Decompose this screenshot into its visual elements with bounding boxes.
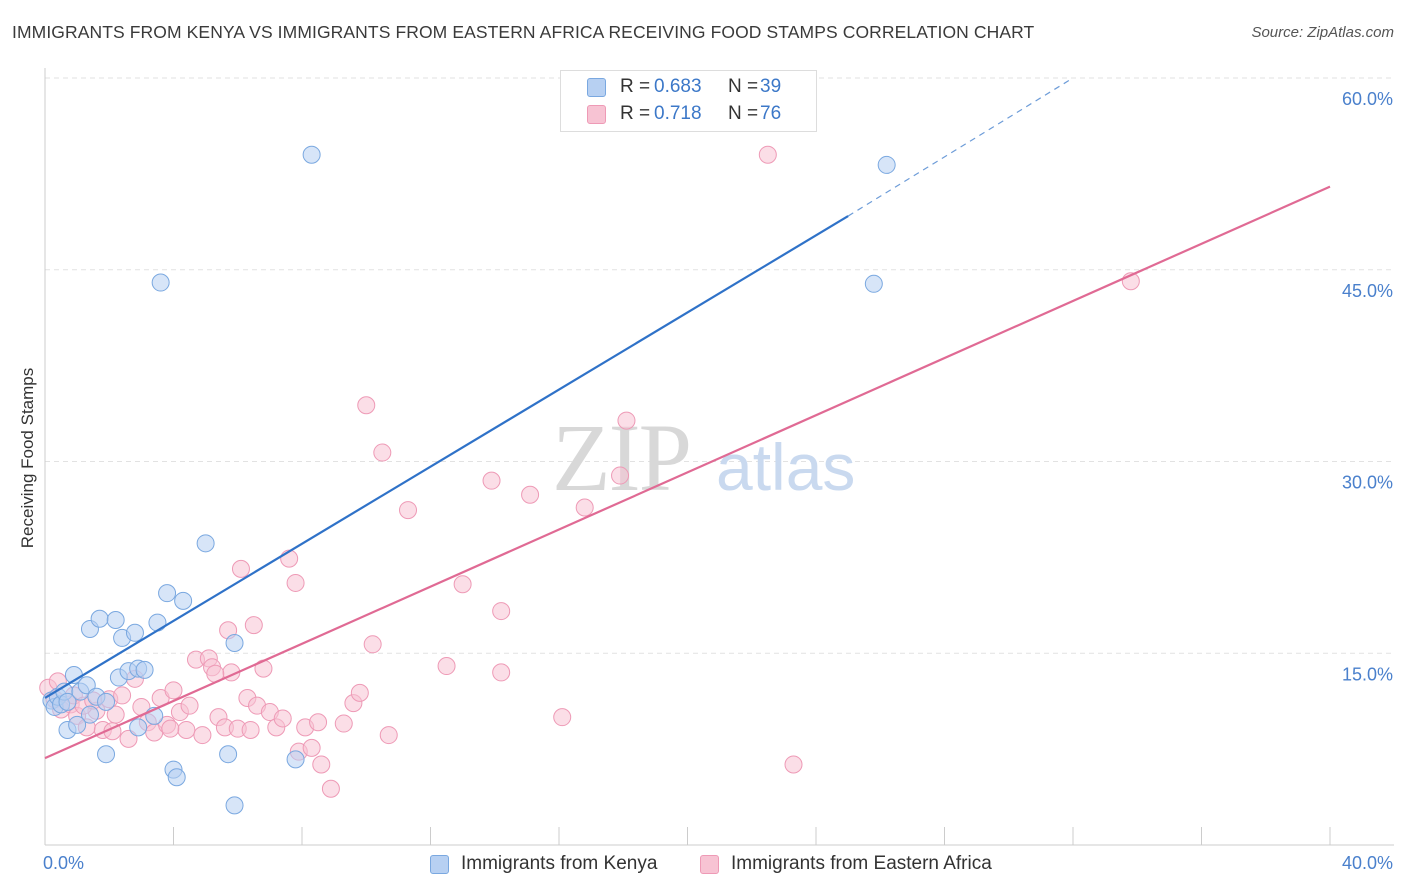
data-point-eastern [241, 720, 260, 739]
data-point-eastern [321, 779, 340, 798]
data-point-eastern [286, 573, 305, 592]
data-point-kenya [148, 613, 167, 632]
x-tick-label-max: 40.0% [1342, 853, 1393, 873]
legend-r-label: R = [620, 103, 651, 124]
y-tick-label: 45.0% [1342, 281, 1393, 301]
y-axis-label: Receiving Food Stamps [18, 367, 37, 549]
legend-n-label: N = [728, 103, 759, 124]
data-point-kenya [174, 591, 193, 610]
data-point-eastern [379, 726, 398, 745]
data-point-kenya [129, 718, 148, 737]
watermark: ZIP atlas [552, 404, 855, 511]
data-point-eastern [437, 657, 456, 676]
data-point-eastern [399, 501, 418, 520]
data-point-eastern [611, 466, 630, 485]
data-point-kenya [58, 692, 77, 711]
bottom-legend-kenya: Immigrants from Kenya [430, 852, 657, 876]
y-tick-labels: 15.0% 30.0% 45.0% 60.0% [1342, 89, 1393, 684]
legend-r-value-eastern: 0.718 [654, 103, 702, 124]
trendlines [44, 77, 1331, 760]
series-eastern-points [39, 145, 1140, 798]
data-point-eastern [231, 559, 250, 578]
data-point-kenya [302, 145, 321, 164]
data-point-eastern [617, 411, 636, 430]
data-point-eastern [784, 755, 803, 774]
stats-legend: R = 0.683 N = 39 R = 0.718 N = 76 [560, 70, 817, 132]
data-point-kenya [864, 274, 883, 293]
data-point-kenya [90, 609, 109, 628]
legend-swatch-eastern [587, 104, 606, 124]
data-point-kenya [151, 273, 170, 292]
data-point-kenya [877, 155, 896, 174]
legend-r-label: R = [620, 76, 651, 97]
source-label: Source: ZipAtlas.com [1251, 24, 1394, 41]
data-point-eastern [161, 719, 180, 738]
legend-row-eastern: R = 0.718 N = 76 [587, 102, 781, 126]
legend-n-value-kenya: 39 [760, 76, 782, 97]
legend-n-value-eastern: 76 [760, 103, 782, 124]
data-point-kenya [225, 796, 244, 815]
data-point-eastern [357, 396, 376, 415]
x-tick-label-min: 0.0% [43, 853, 84, 873]
bottom-legend-swatch-eastern [700, 854, 719, 874]
trendline-eastern [44, 185, 1331, 760]
data-point-eastern [177, 720, 196, 739]
data-point-kenya [97, 692, 116, 711]
legend-swatch-kenya [587, 77, 606, 97]
data-point-kenya [135, 660, 154, 679]
data-point-eastern [119, 729, 138, 748]
data-point-eastern [492, 602, 511, 621]
y-tick-label: 60.0% [1342, 89, 1393, 109]
chart-title: IMMIGRANTS FROM KENYA VS IMMIGRANTS FROM… [12, 22, 1035, 42]
data-point-eastern [492, 663, 511, 682]
data-point-eastern [334, 714, 353, 733]
data-point-kenya [225, 634, 244, 653]
data-point-eastern [312, 755, 331, 774]
data-point-kenya [80, 705, 99, 724]
y-tick-label: 30.0% [1342, 473, 1393, 493]
trendline-kenya [44, 215, 849, 699]
data-point-kenya [158, 584, 177, 603]
data-point-eastern [350, 683, 369, 702]
data-point-eastern [244, 616, 263, 635]
bottom-legend-label-kenya: Immigrants from Kenya [461, 853, 658, 874]
data-point-eastern [180, 696, 199, 715]
data-point-eastern [302, 738, 321, 757]
bottom-legend-label-eastern: Immigrants from Eastern Africa [731, 853, 992, 874]
data-point-kenya [68, 715, 87, 734]
data-point-kenya [167, 768, 186, 787]
watermark-atlas: atlas [716, 430, 855, 504]
data-point-eastern [193, 726, 212, 745]
data-point-eastern [575, 498, 594, 517]
data-point-eastern [363, 635, 382, 654]
data-point-eastern [482, 471, 501, 490]
data-point-eastern [273, 709, 292, 728]
trendline-kenya-extension [847, 77, 1074, 217]
axes [44, 68, 1394, 846]
data-point-kenya [125, 623, 144, 642]
y-tick-label: 15.0% [1342, 664, 1393, 684]
data-point-kenya [106, 611, 125, 630]
data-point-kenya [97, 745, 116, 764]
data-point-eastern [373, 443, 392, 462]
data-point-eastern [453, 575, 472, 594]
legend-n-label: N = [728, 76, 759, 97]
data-point-kenya [219, 745, 238, 764]
data-point-eastern [758, 145, 777, 164]
legend-r-value-kenya: 0.683 [654, 76, 702, 97]
data-point-eastern [164, 681, 183, 700]
data-point-eastern [553, 708, 572, 727]
data-point-kenya [286, 750, 305, 769]
data-point-eastern [309, 713, 328, 732]
legend-row-kenya: R = 0.683 N = 39 [587, 75, 781, 99]
data-point-eastern [113, 686, 132, 705]
data-point-kenya [77, 676, 96, 695]
data-point-kenya [196, 534, 215, 553]
bottom-legend-eastern: Immigrants from Eastern Africa [700, 852, 992, 876]
data-point-eastern [521, 485, 540, 504]
bottom-legend-swatch-kenya [430, 854, 449, 874]
x-tick-labels: 0.0% 40.0% [43, 853, 1393, 873]
